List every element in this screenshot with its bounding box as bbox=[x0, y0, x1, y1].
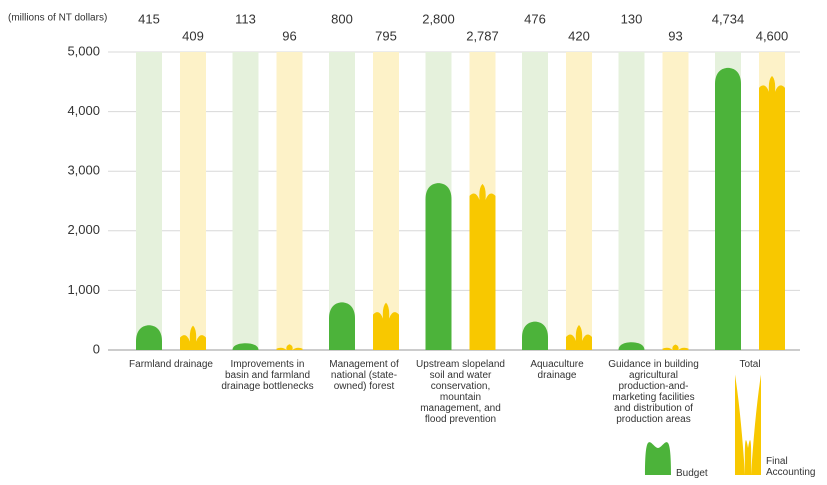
value-label: 130 bbox=[621, 11, 643, 26]
bar-background bbox=[522, 52, 548, 350]
bar bbox=[715, 68, 741, 350]
legend-icon bbox=[735, 375, 761, 476]
legend-label: Budget bbox=[676, 468, 708, 479]
x-tick-label: Total bbox=[703, 359, 797, 370]
y-tick-label: 0 bbox=[93, 341, 100, 356]
bar-background bbox=[619, 52, 645, 350]
chart: (millions of NT dollars) 0 1,000 2,000 3,00… bbox=[0, 0, 827, 485]
bar bbox=[759, 76, 785, 350]
value-label: 409 bbox=[182, 28, 204, 43]
bar-background bbox=[180, 52, 206, 350]
bar-background bbox=[136, 52, 162, 350]
value-label: 800 bbox=[331, 11, 353, 26]
bar bbox=[426, 183, 452, 350]
x-tick-label: Upstream slopeland soil and water conser… bbox=[414, 359, 508, 425]
bar bbox=[522, 322, 548, 350]
value-label: 795 bbox=[375, 28, 397, 43]
y-tick-label: 5,000 bbox=[67, 43, 100, 58]
bar-background bbox=[277, 52, 303, 350]
bar-background bbox=[663, 52, 689, 350]
y-tick-label: 4,000 bbox=[67, 103, 100, 118]
bar-background bbox=[566, 52, 592, 350]
x-tick-label: Farmland drainage bbox=[124, 359, 218, 370]
bar bbox=[470, 184, 496, 350]
value-label: 113 bbox=[235, 11, 256, 26]
value-label: 4,734 bbox=[712, 11, 745, 26]
y-tick-label: 1,000 bbox=[67, 282, 100, 297]
value-label: 96 bbox=[282, 28, 296, 43]
value-label: 93 bbox=[668, 28, 682, 43]
value-label: 2,800 bbox=[422, 11, 455, 26]
bar bbox=[329, 302, 355, 350]
x-tick-label: Improvements in basin and farmland drain… bbox=[221, 359, 315, 392]
value-label: 476 bbox=[524, 11, 546, 26]
value-label: 420 bbox=[568, 28, 590, 43]
value-label: 4,600 bbox=[756, 28, 789, 43]
value-label: 415 bbox=[138, 11, 160, 26]
y-tick-label: 3,000 bbox=[67, 163, 100, 178]
legend-label: Final Accounting bbox=[766, 456, 821, 478]
value-label: 2,787 bbox=[466, 28, 499, 43]
y-tick-label: 2,000 bbox=[67, 222, 100, 237]
bar-background bbox=[233, 52, 259, 350]
x-tick-label: Management of national (state-owned) for… bbox=[317, 359, 411, 392]
legend-icon bbox=[645, 442, 671, 475]
x-tick-label: Aquaculture drainage bbox=[510, 359, 604, 381]
x-tick-label: Guidance in building agricultural produc… bbox=[607, 359, 701, 425]
y-axis-label: (millions of NT dollars) bbox=[8, 13, 107, 24]
